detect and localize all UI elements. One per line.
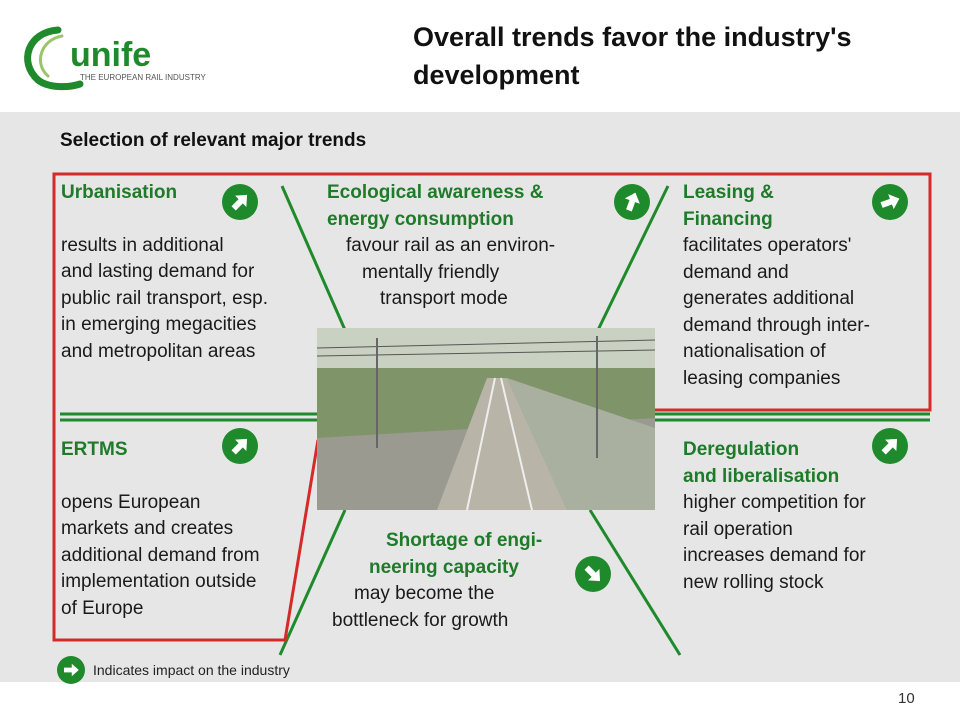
trend-deregulation: Deregulation and liberalisation higher c… (683, 437, 866, 596)
leasing-line-6: leasing companies (683, 367, 841, 389)
trend-shortage: Shortage of engi- neering capacity may b… (332, 528, 542, 634)
deregulation-line-4: new rolling stock (683, 571, 824, 593)
legend-text: Indicates impact on the industry (93, 662, 290, 678)
shortage-line-1: may become the (354, 583, 495, 604)
diagonal-line-upper-right (596, 185, 670, 331)
slide-title-line1: Overall trends favor the industry's (413, 22, 852, 52)
arrow-up-right-icon (222, 428, 258, 464)
shortage-heading-line2: neering capacity (369, 556, 519, 578)
leasing-line-1: facilitates operators' (683, 235, 852, 256)
leasing-line-3: generates additional (683, 288, 855, 309)
ecological-line-1: favour rail as an environ- (346, 235, 556, 256)
ecological-heading-line1: Ecological awareness & (327, 182, 544, 203)
diagonal-line-upper-left (280, 185, 347, 331)
urbanisation-line-4: in emerging megacities (61, 314, 257, 335)
trend-ecological: Ecological awareness & energy consumptio… (327, 180, 555, 313)
ertms-line-3: additional demand from (61, 544, 260, 566)
urbanisation-heading: Urbanisation (61, 182, 178, 203)
legend-arrow-icon (57, 656, 85, 684)
deregulation-heading-line1: Deregulation (683, 439, 800, 460)
logo-wordmark: unife (70, 36, 151, 74)
arrow-up-right-icon (872, 428, 908, 464)
arrow-up-icon (614, 184, 650, 220)
urbanisation-line-1: results in additional (61, 234, 224, 256)
leasing-line-2: demand and (683, 261, 789, 283)
deregulation-line-1: higher competition for (683, 492, 866, 513)
page-number: 10 (898, 690, 915, 707)
shortage-heading-line1: Shortage of engi- (386, 530, 543, 551)
leasing-heading-line2: Financing (683, 208, 773, 230)
unife-logo: unife THE EUROPEAN RAIL INDUSTRY (18, 22, 248, 92)
slide-title: Overall trends favor the industry's deve… (413, 18, 953, 94)
trend-urbanisation: Urbanisation results in additional and l… (61, 180, 268, 365)
shortage-line-2: bottleneck for growth (332, 609, 509, 631)
ertms-line-4: implementation outside (61, 571, 257, 592)
slide-subtitle: Selection of relevant major trends (60, 130, 367, 151)
slide-title-line2: development (413, 60, 580, 90)
arrow-down-right-icon (575, 556, 611, 592)
deregulation-line-2: rail operation (683, 518, 793, 540)
ertms-line-5: of Europe (61, 597, 144, 619)
urbanisation-line-5: and metropolitan areas (61, 340, 256, 362)
trend-leasing: Leasing & Financing facilitates operator… (683, 180, 870, 392)
ertms-heading: ERTMS (61, 439, 128, 460)
logo-tagline: THE EUROPEAN RAIL INDUSTRY (80, 73, 206, 82)
diagonal-line-lower-left (278, 509, 347, 656)
leasing-line-4: demand through inter- (683, 314, 870, 336)
leasing-line-5: nationalisation of (683, 341, 826, 362)
leasing-heading-line1: Leasing & (683, 182, 774, 203)
diagonal-line-lower-right (588, 509, 682, 656)
arrow-up-right-icon (222, 184, 258, 220)
deregulation-line-3: increases demand for (683, 545, 866, 566)
trend-ertms: ERTMS opens European markets and creates… (61, 437, 260, 622)
ecological-line-2: mentally friendly (362, 261, 500, 283)
deregulation-heading-line2: and liberalisation (683, 465, 840, 487)
railway-photo (317, 328, 655, 510)
ecological-heading-line2: energy consumption (327, 208, 514, 230)
highlight-outline (52, 172, 932, 642)
ertms-line-1: opens European (61, 491, 201, 513)
urbanisation-line-2: and lasting demand for (61, 261, 255, 282)
ertms-line-2: markets and creates (61, 518, 234, 539)
ecological-line-3: transport mode (380, 288, 508, 309)
urbanisation-line-3: public rail transport, esp. (61, 287, 268, 309)
arrow-right-icon (872, 184, 908, 220)
